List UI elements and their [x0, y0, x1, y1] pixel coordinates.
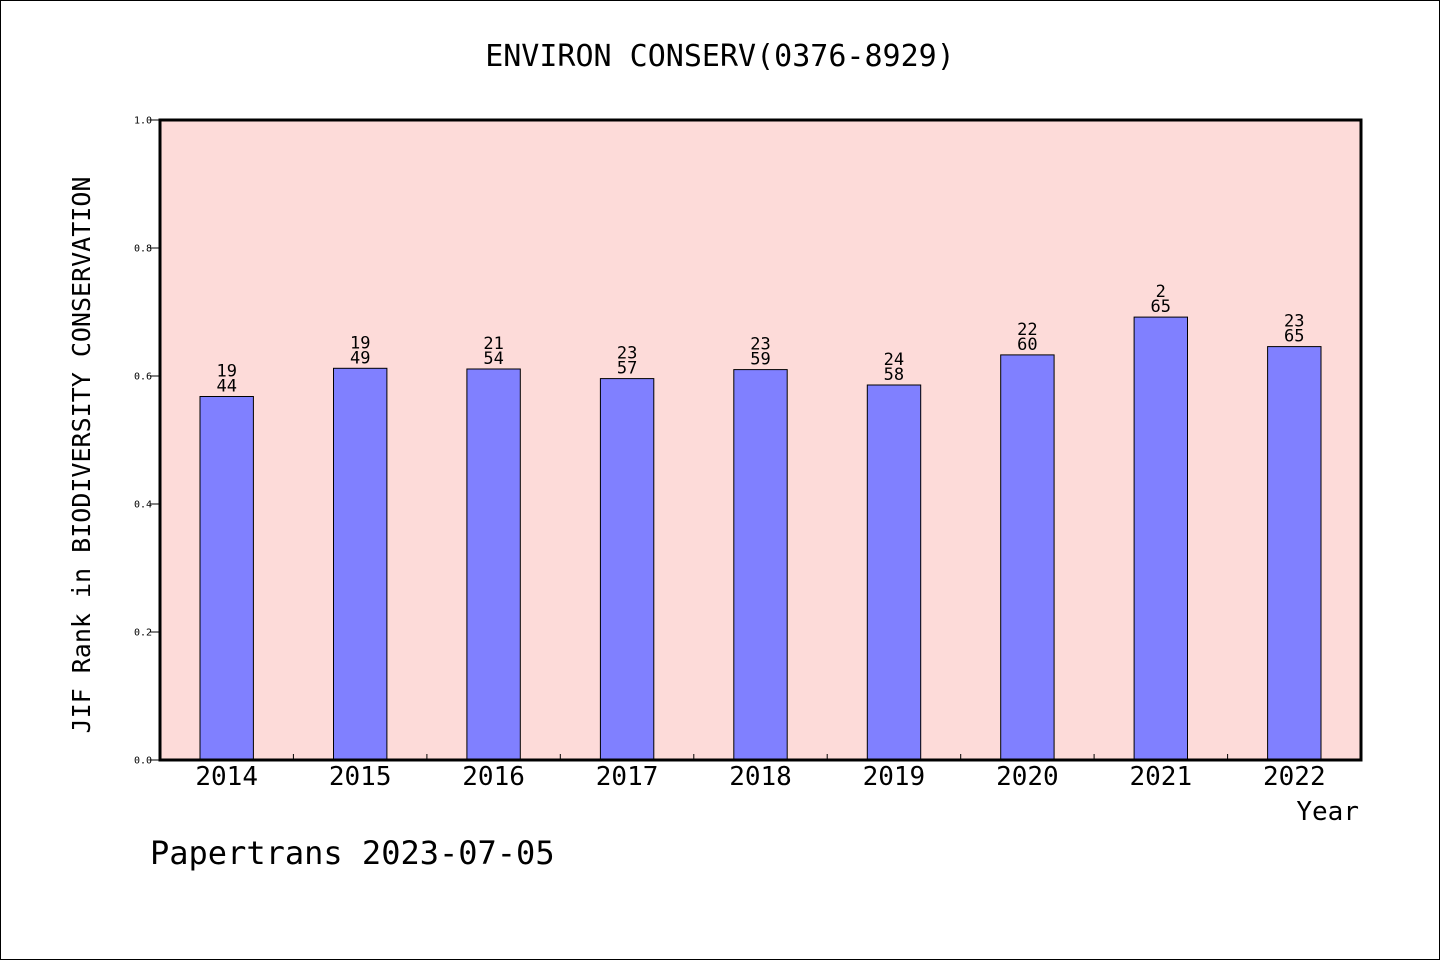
- data-label-total-2016: 54: [483, 349, 503, 369]
- data-label-rank-2017: 23: [617, 344, 637, 364]
- data-label-rank-2021: 2: [1156, 282, 1166, 302]
- bar-2016: [466, 368, 521, 761]
- bar-2022: [1267, 346, 1322, 761]
- bar-group: [199, 316, 1322, 761]
- y-tick-label: 0.4: [134, 500, 152, 511]
- data-label-total-2015: 49: [350, 348, 370, 368]
- x-tick-label-2017: 2017: [596, 762, 659, 792]
- x-tick-label-2015: 2015: [329, 762, 392, 792]
- data-label-total-2017: 57: [617, 359, 637, 379]
- data-label-rank-2014: 19: [216, 362, 236, 382]
- y-tick-label: 0.6: [134, 372, 152, 383]
- data-label-total-2019: 58: [884, 365, 904, 385]
- x-tick-label-2021: 2021: [1129, 762, 1192, 792]
- y-tick-label: 0.8: [134, 244, 152, 255]
- x-tick-label-2019: 2019: [863, 762, 926, 792]
- bar-2019: [866, 384, 922, 761]
- bar-2014: [199, 396, 254, 761]
- y-tick-label: 1.0: [134, 116, 152, 127]
- bar-2021: [1133, 316, 1188, 761]
- x-tick-label-2014: 2014: [195, 762, 258, 792]
- data-label-rank-2022: 23: [1284, 312, 1304, 332]
- bar-2015: [333, 367, 388, 761]
- x-tick-label-2022: 2022: [1263, 762, 1326, 792]
- x-tick-label-2018: 2018: [729, 762, 792, 792]
- data-label-total-2014: 44: [216, 377, 236, 397]
- plot-border: [158, 118, 1363, 762]
- x-tick-label-2016: 2016: [462, 762, 525, 792]
- bar-2018: [733, 369, 788, 761]
- y-axis-label: JIF Rank in BIODIVERSITY CONSERVATION: [67, 177, 96, 734]
- bar-2020: [1000, 354, 1055, 761]
- data-label-total-2018: 59: [750, 350, 770, 370]
- x-tick-label-2020: 2020: [996, 762, 1059, 792]
- data-label-rank-2015: 19: [350, 333, 370, 353]
- data-label-rank-2019: 24: [884, 350, 904, 370]
- x-axis: 2014 2015 2016 2017 2018 2019 2020 2021 2022: [195, 754, 1326, 792]
- data-label-rank-2020: 22: [1017, 320, 1037, 340]
- data-label-total-2020: 60: [1017, 335, 1037, 355]
- footer-credit: Papertrans 2023-07-05: [150, 834, 555, 872]
- y-tick-label: 0.0: [134, 756, 152, 767]
- data-label-total-2022: 65: [1284, 327, 1304, 347]
- y-tick-label: 0.2: [134, 628, 152, 639]
- bar-2017: [599, 378, 655, 761]
- x-axis-label: Year: [1296, 797, 1359, 827]
- y-axis: 0.0 0.2 0.4 0.6 0.8 1.0: [134, 116, 160, 767]
- chart-title: ENVIRON CONSERV(0376-8929): [485, 39, 955, 74]
- data-label-rank-2016: 21: [483, 334, 503, 354]
- data-label-rank-2018: 23: [750, 335, 770, 355]
- data-label-total-2021: 65: [1151, 297, 1171, 317]
